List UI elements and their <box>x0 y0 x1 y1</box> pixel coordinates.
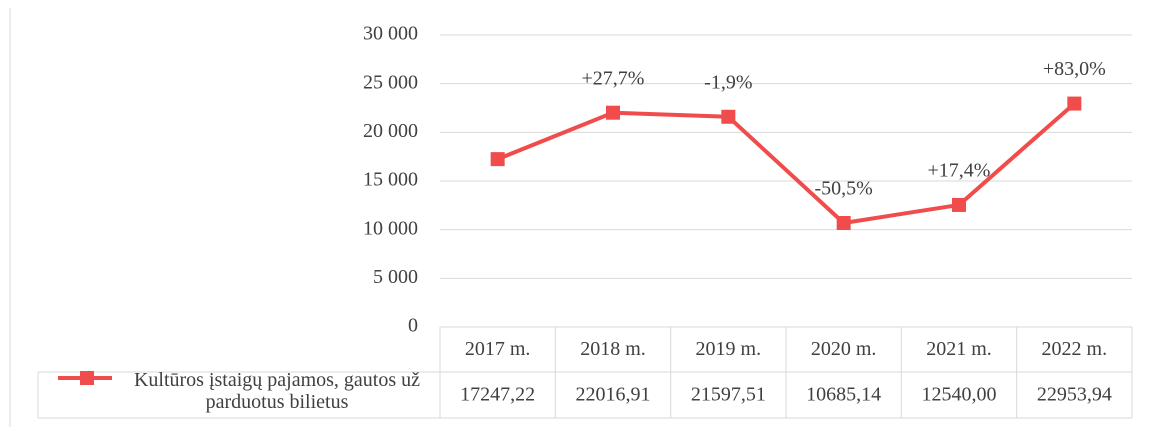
x-tick-label: 2020 m. <box>811 338 877 360</box>
x-tick-label: 2019 m. <box>696 338 762 360</box>
x-tick-label: 2022 m. <box>1042 338 1108 360</box>
legend-marker <box>80 371 94 385</box>
point-marker <box>952 197 966 212</box>
y-tick-label: 10 000 <box>363 217 418 239</box>
y-tick-label: 15 000 <box>363 169 418 191</box>
table-value: 17247,22 <box>460 384 535 406</box>
change-label: +27,7% <box>582 67 645 89</box>
table-value: 21597,51 <box>691 384 766 406</box>
y-tick-label: 25 000 <box>363 71 418 93</box>
change-label: -50,5% <box>815 178 873 200</box>
x-tick-label: 2021 m. <box>926 338 992 360</box>
point-marker <box>836 215 851 230</box>
table-value: 12540,00 <box>922 384 997 406</box>
y-tick-label: 5 000 <box>373 266 418 288</box>
table-value: 10685,14 <box>806 384 881 406</box>
x-tick-label: 2017 m. <box>465 338 531 360</box>
series-line <box>496 102 1076 225</box>
y-tick-label: 30 000 <box>363 23 418 45</box>
x-tick-label: 2018 m. <box>580 338 646 360</box>
table-value: 22953,94 <box>1037 384 1112 406</box>
point-marker <box>721 109 736 124</box>
point-marker <box>490 152 505 167</box>
legend-label: Kultūros įstaigų pajamos, gautos už pard… <box>133 369 421 413</box>
change-label: +17,4% <box>928 160 991 182</box>
point-marker <box>1067 96 1082 111</box>
y-tick-label: 20 000 <box>363 120 418 142</box>
change-label: +83,0% <box>1043 58 1106 80</box>
point-marker <box>606 105 620 120</box>
change-label: -1,9% <box>704 71 752 93</box>
y-tick-label: 0 <box>408 315 418 337</box>
table-value: 22016,91 <box>576 384 651 406</box>
